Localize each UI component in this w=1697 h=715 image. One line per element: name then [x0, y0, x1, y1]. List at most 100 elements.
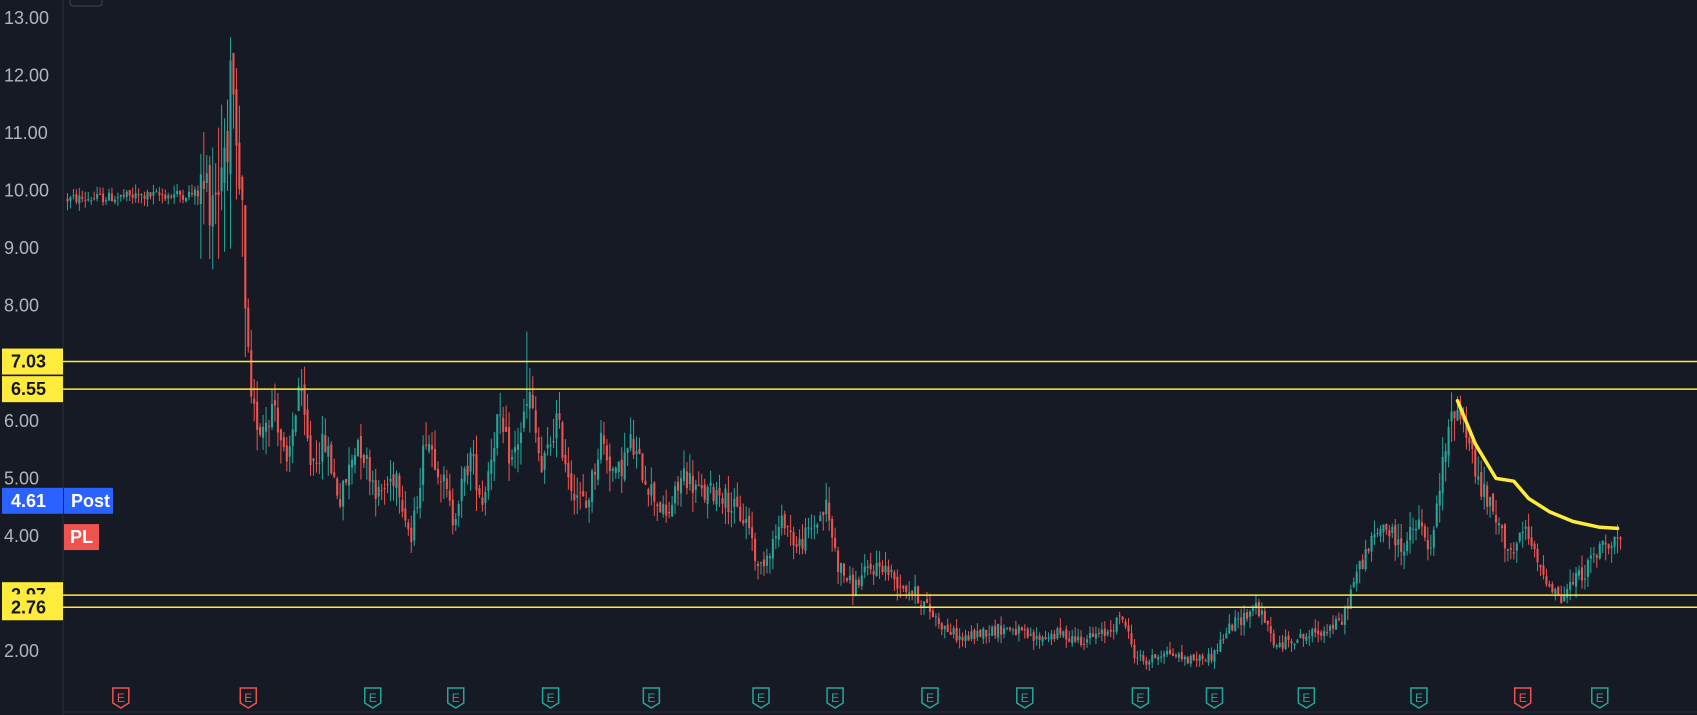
candle-body — [241, 176, 244, 201]
earnings-marker[interactable] — [1131, 687, 1150, 709]
candle-body — [525, 404, 528, 407]
candle-body — [1106, 631, 1109, 635]
candle-body — [170, 196, 173, 198]
symbol-badge — [64, 524, 99, 551]
earnings-marker[interactable] — [1205, 687, 1224, 709]
post-market-badge — [64, 487, 113, 514]
candle-body — [715, 490, 718, 505]
candle-body — [1572, 582, 1575, 585]
candle-body — [152, 191, 155, 196]
candle-body — [1118, 615, 1121, 617]
candle-body — [1355, 571, 1358, 584]
trend-curve-line[interactable] — [1455, 398, 1620, 531]
candle-body — [765, 555, 768, 566]
earnings-marker[interactable] — [642, 687, 661, 709]
candle-body — [674, 486, 677, 504]
candle-body — [1364, 549, 1367, 570]
candle-body — [1397, 539, 1400, 545]
candle-body — [1489, 497, 1492, 507]
candle-body — [1447, 427, 1450, 456]
candle-body — [896, 576, 899, 589]
candle-body — [617, 461, 620, 473]
candle-body — [232, 52, 235, 95]
candle-body — [626, 448, 629, 453]
earnings-marker[interactable] — [1513, 687, 1532, 709]
candle-body — [1210, 654, 1213, 661]
earnings-marker[interactable] — [1016, 687, 1034, 709]
candle-body — [1308, 636, 1311, 639]
candle-body — [872, 571, 875, 575]
candle-body — [1314, 628, 1317, 633]
candle-body — [576, 495, 579, 498]
candle-body — [1011, 629, 1014, 631]
earnings-marker[interactable] — [1297, 687, 1316, 709]
candle-body — [887, 566, 890, 575]
candle-body — [315, 462, 318, 464]
candle-body — [982, 628, 985, 639]
earnings-marker[interactable] — [1591, 687, 1609, 709]
earnings-marker[interactable] — [112, 687, 130, 709]
candle-body — [632, 438, 635, 455]
price-tick-label: 12.00 — [4, 66, 49, 86]
candle-body — [282, 437, 285, 448]
candle-body — [1492, 493, 1495, 512]
candle-body — [1213, 650, 1216, 662]
candle-body — [1151, 654, 1154, 662]
candle-body — [567, 462, 570, 478]
top-control-button[interactable] — [69, 0, 103, 7]
candle-body — [1533, 543, 1536, 550]
candle-body — [143, 195, 146, 199]
candle-body — [552, 440, 555, 443]
earnings-marker[interactable] — [446, 687, 465, 709]
candle-body — [875, 563, 878, 577]
candle-body — [1157, 656, 1160, 660]
candle-body — [1551, 583, 1554, 593]
candle-body — [481, 497, 484, 505]
earnings-marker[interactable] — [1410, 687, 1428, 709]
candle-body — [1400, 538, 1403, 553]
candle-body — [1234, 617, 1237, 632]
candle-body — [371, 480, 374, 482]
candle-body — [671, 504, 674, 517]
candle-body — [884, 565, 887, 573]
candle-body — [679, 478, 683, 494]
earnings-marker[interactable] — [239, 687, 258, 709]
earnings-marker[interactable] — [541, 687, 560, 709]
horizontal-levels[interactable] — [63, 360, 1697, 609]
candle-body — [1542, 565, 1545, 575]
candle-body — [1115, 617, 1118, 632]
candle-body — [1557, 587, 1560, 595]
earnings-marker[interactable] — [826, 687, 844, 709]
candle-body — [448, 490, 451, 501]
candle-body — [611, 468, 614, 471]
candle-body — [623, 452, 626, 480]
candle-body — [1483, 483, 1486, 498]
candlestick-series — [66, 37, 1622, 671]
candle-body — [647, 489, 650, 495]
candle-body — [1509, 548, 1512, 550]
trend-curve-drawing[interactable] — [1455, 398, 1620, 531]
earnings-marker[interactable] — [752, 687, 770, 709]
candle-body — [182, 195, 185, 200]
candle-body — [220, 167, 223, 192]
candle-body — [1056, 628, 1059, 639]
candle-body — [1136, 657, 1139, 659]
candle-body — [943, 626, 946, 630]
candle-body — [745, 518, 748, 523]
earnings-marker[interactable] — [364, 687, 382, 709]
earnings-marker[interactable] — [921, 687, 939, 709]
candle-body — [122, 194, 125, 197]
candle-body — [902, 586, 905, 589]
price-tick-label: 8.00 — [4, 296, 39, 316]
candle-body — [1495, 515, 1498, 523]
candle-body — [837, 550, 840, 572]
candle-body — [976, 630, 979, 638]
candle-body — [324, 435, 327, 452]
candle-body — [1166, 650, 1169, 655]
candle-body — [1349, 589, 1352, 609]
candle-body — [1171, 653, 1175, 656]
candle-body — [321, 433, 324, 462]
candle-body — [1216, 649, 1219, 651]
